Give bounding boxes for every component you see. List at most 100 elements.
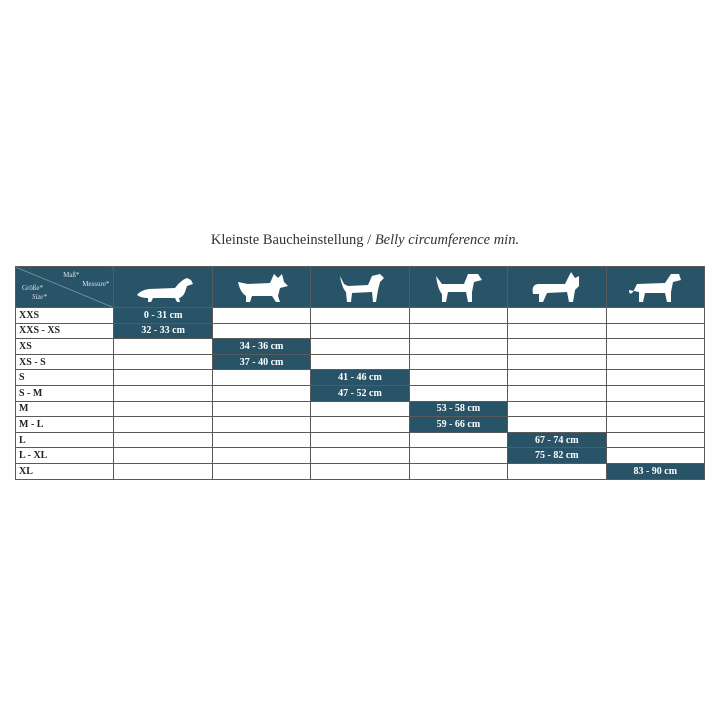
small-dog-icon [339, 274, 384, 302]
empty-cell [605, 353, 706, 371]
measure-cell: 34 - 36 cm [211, 338, 312, 355]
empty-cell [310, 400, 410, 418]
size-label: XXS [14, 307, 115, 324]
size-label: M [14, 400, 115, 418]
empty-cell [113, 369, 213, 386]
empty-cell [408, 353, 509, 371]
label-measure: Messure* [82, 280, 110, 288]
empty-cell [408, 431, 509, 449]
empty-cell [408, 369, 509, 386]
empty-cell [113, 447, 213, 464]
empty-cell [310, 416, 410, 433]
empty-cell [507, 322, 607, 340]
empty-cell [211, 369, 312, 386]
shepherd-icon [532, 272, 579, 302]
table-row: XXS - XS 32 - 33 cm [14, 322, 706, 340]
table-row: L - XL 75 - 82 cm [14, 447, 706, 464]
size-label: L - XL [14, 447, 115, 464]
empty-cell [605, 416, 706, 433]
measure-cell: 67 - 74 cm [507, 431, 607, 449]
title-english: Belly circumference min. [374, 232, 520, 248]
schnauzer-icon [436, 274, 483, 302]
empty-cell [310, 462, 410, 480]
dog-column-header [605, 266, 706, 308]
empty-cell [113, 462, 213, 480]
size-label: XS - S [14, 353, 115, 371]
empty-cell [507, 384, 607, 402]
empty-cell [310, 322, 410, 340]
dachshund-icon [137, 278, 194, 302]
empty-cell [310, 307, 410, 324]
empty-cell [605, 400, 706, 418]
measure-cell: 37 - 40 cm [211, 353, 312, 371]
empty-cell [113, 353, 213, 371]
empty-cell [310, 431, 410, 449]
corner-cell: Maß* Messure* Größe* Size* [14, 266, 115, 308]
empty-cell [408, 322, 509, 340]
empty-cell [605, 447, 706, 464]
empty-cell [408, 338, 509, 355]
empty-cell [211, 322, 312, 340]
title-german: Kleinste Baucheinstellung / [210, 232, 372, 248]
dog-column-header [408, 266, 509, 308]
empty-cell [211, 416, 312, 433]
empty-cell [113, 338, 213, 355]
empty-cell [211, 307, 312, 324]
label-size: Size* [32, 293, 47, 301]
empty-cell [408, 384, 509, 402]
measure-cell: 0 - 31 cm [113, 307, 213, 324]
terrier-icon [237, 274, 288, 302]
empty-cell [605, 431, 706, 449]
dog-column-header [310, 266, 410, 308]
dog-column-header [507, 266, 607, 308]
measure-cell: 41 - 46 cm [310, 369, 410, 386]
empty-cell [605, 338, 706, 355]
empty-cell [310, 338, 410, 355]
size-label: XXS - XS [14, 322, 115, 340]
empty-cell [605, 369, 706, 386]
empty-cell [507, 416, 607, 433]
size-label: S - M [14, 384, 115, 402]
empty-cell [507, 462, 607, 480]
size-label: M - L [14, 416, 115, 433]
empty-cell [310, 447, 410, 464]
empty-cell [113, 431, 213, 449]
mastiff-icon [629, 274, 682, 302]
empty-cell [310, 353, 410, 371]
label-mass: Maß* [63, 271, 80, 279]
empty-cell [211, 431, 312, 449]
empty-cell [605, 322, 706, 340]
dog-column-header [211, 266, 312, 308]
size-label: S [14, 369, 115, 386]
empty-cell [211, 384, 312, 402]
size-label: XS [14, 338, 115, 355]
empty-cell [113, 384, 213, 402]
table-row: S 41 - 46 cm [14, 369, 706, 386]
measure-cell: 47 - 52 cm [310, 384, 410, 402]
table-row: XXS 0 - 31 cm [14, 307, 706, 324]
empty-cell [408, 447, 509, 464]
dog-column-header [113, 266, 213, 308]
empty-cell [211, 447, 312, 464]
empty-cell [605, 384, 706, 402]
empty-cell [408, 307, 509, 324]
empty-cell [605, 307, 706, 324]
chart-title: Kleinste Baucheinstellung / Belly circum… [0, 232, 720, 249]
measure-cell: 75 - 82 cm [507, 447, 607, 464]
table-row: M 53 - 58 cm [14, 400, 706, 418]
measure-cell: 53 - 58 cm [408, 400, 509, 418]
empty-cell [507, 369, 607, 386]
empty-cell [507, 338, 607, 355]
size-label: L [14, 431, 115, 449]
empty-cell [408, 462, 509, 480]
empty-cell [211, 462, 312, 480]
table-row: L 67 - 74 cm [14, 431, 706, 449]
label-groesse: Größe* [22, 284, 43, 292]
size-table: Maß* Messure* Größe* Size* XXS 0 - 31 cm X… [14, 266, 706, 480]
header-row: Maß* Messure* Größe* Size* [14, 266, 706, 308]
table-row: M - L 59 - 66 cm [14, 416, 706, 433]
empty-cell [113, 416, 213, 433]
empty-cell [211, 400, 312, 418]
empty-cell [113, 400, 213, 418]
table-row: S - M 47 - 52 cm [14, 384, 706, 402]
